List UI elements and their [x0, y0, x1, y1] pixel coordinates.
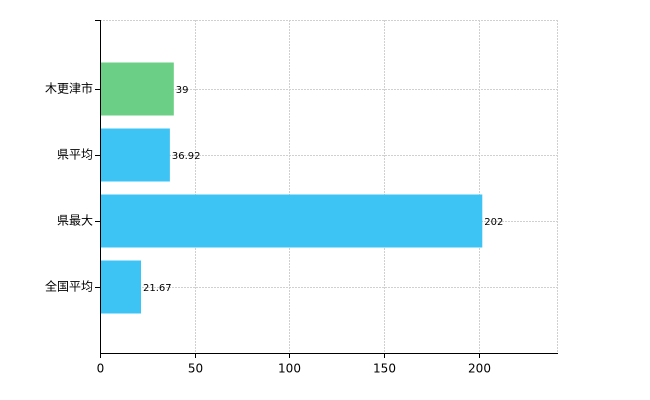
- y-tick-label: 全国平均: [45, 279, 93, 294]
- y-tick-label: 木更津市: [45, 81, 93, 96]
- bar: [100, 194, 483, 248]
- x-tick-label: 100: [278, 362, 301, 376]
- x-tick-label: 50: [188, 362, 203, 376]
- value-label: 36.92: [172, 151, 201, 162]
- x-tick-label: 150: [373, 362, 396, 376]
- y-tick-label: 県平均: [57, 148, 93, 162]
- bar: [100, 62, 174, 116]
- value-label: 202: [484, 217, 503, 228]
- bar: [100, 260, 142, 314]
- value-label: 39: [176, 85, 189, 96]
- x-tick-label: 200: [468, 362, 491, 376]
- bar: [100, 128, 170, 182]
- value-label: 21.67: [143, 283, 172, 294]
- x-tick-label: 0: [97, 362, 105, 376]
- y-tick-label: 県最大: [57, 214, 93, 228]
